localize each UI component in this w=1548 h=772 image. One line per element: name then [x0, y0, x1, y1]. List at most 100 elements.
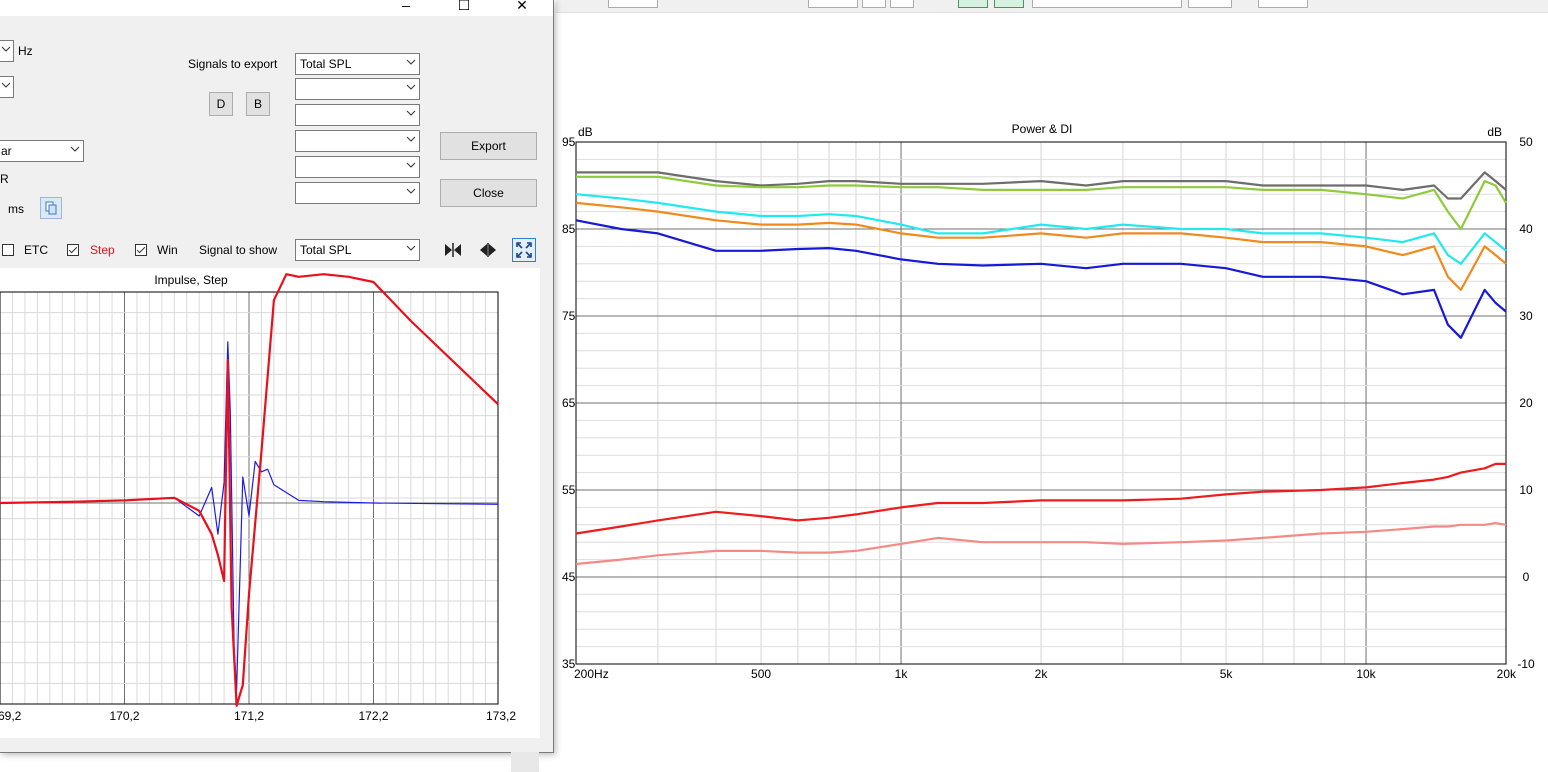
- scale-combo-value: ar: [1, 144, 12, 158]
- toolbar-button[interactable]: [862, 0, 886, 8]
- maximize-button[interactable]: ☐: [457, 0, 471, 13]
- close-button[interactable]: Close: [440, 179, 537, 207]
- chevron-down-icon: [406, 162, 416, 168]
- y-left-tick-label: 55: [562, 483, 576, 497]
- signals-to-export-label: Signals to export: [188, 57, 278, 71]
- x-tick-label: 20k: [1497, 667, 1517, 681]
- series-line: [575, 462, 1506, 535]
- chevron-down-icon: [406, 59, 416, 65]
- plot-frame: [0, 291, 499, 705]
- toolbar-button[interactable]: [808, 0, 858, 8]
- export-dialog: – ☐ ✕ Hz Signals to export Total SPL D B…: [0, 0, 554, 753]
- export-signal-combo-4[interactable]: [295, 130, 420, 152]
- frequency-combo-partial[interactable]: [0, 40, 14, 62]
- step-label: Step: [90, 243, 115, 257]
- export-signal-value: Total SPL: [300, 57, 352, 71]
- toolbar-button[interactable]: [890, 0, 914, 8]
- signal-to-show-label: Signal to show: [199, 243, 278, 257]
- x-tick-label: 500: [751, 667, 771, 681]
- y-right-tick-label: 40: [1519, 222, 1533, 236]
- unnamed-checkbox[interactable]: [2, 244, 14, 256]
- y-right-tick-label: 50: [1519, 135, 1533, 149]
- r-label: R: [0, 172, 9, 186]
- series-line: [0, 273, 499, 707]
- minimize-button[interactable]: –: [402, 0, 410, 13]
- impulse-curves: [0, 273, 499, 707]
- ms-label: ms: [8, 202, 24, 216]
- chevron-down-icon: [406, 188, 416, 194]
- x-tick-label: 172,2: [358, 709, 388, 723]
- scrollbar[interactable]: [511, 752, 539, 772]
- series-line: [575, 193, 1507, 265]
- chevron-down-icon: [406, 245, 416, 251]
- etc-label: ETC: [24, 243, 48, 257]
- close-window-button[interactable]: ✕: [516, 0, 528, 13]
- dialog-titlebar: – ☐ ✕: [0, 0, 553, 16]
- series-line: [576, 171, 1507, 200]
- right-unit-label: dB: [1487, 125, 1502, 139]
- toolbar-combo[interactable]: [1032, 0, 1182, 8]
- power-di-curves: [575, 171, 1507, 566]
- impulse-gridlines: [0, 291, 499, 705]
- y-right-tick-label: -10: [1517, 657, 1535, 671]
- signal-to-show-value: Total SPL: [300, 243, 352, 257]
- step-checkbox[interactable]: [67, 244, 79, 256]
- x-tick-label: 170,2: [109, 709, 139, 723]
- x-tick-label: 1k: [895, 667, 909, 681]
- chevron-down-icon: [70, 146, 80, 152]
- y-left-tick-label: 65: [562, 396, 576, 410]
- toolbar-field[interactable]: [1188, 0, 1232, 8]
- power-di-chart[interactable]: 95 85 75 65 55 45 35 50 40 30 20 10 0 -10 200Hz 500 1k 2k…: [556, 12, 1548, 712]
- left-unit-label: dB: [578, 125, 593, 139]
- power-di-gridlines: [575, 141, 1507, 665]
- y-left-tick-label: 75: [562, 309, 576, 323]
- x-tick-label: 2k: [1035, 667, 1049, 681]
- copy-icon[interactable]: [40, 197, 62, 219]
- toolbar-toggle-button[interactable]: [994, 0, 1024, 8]
- y-right-tick-label: 20: [1519, 396, 1533, 410]
- export-button[interactable]: Export: [440, 132, 537, 160]
- win-checkbox[interactable]: [135, 244, 147, 256]
- win-label: Win: [157, 243, 178, 257]
- signal-to-show-combo[interactable]: Total SPL: [295, 239, 420, 261]
- x-tick-label: 173,2: [486, 709, 516, 723]
- main-toolbar: [556, 0, 1548, 13]
- zoom-in-horizontal-icon[interactable]: [442, 239, 464, 261]
- impulse-step-chart[interactable]: Impulse, Step 69,2 170,2 171,2 172,2 173,2: [0, 268, 540, 738]
- series-line: [575, 219, 1507, 339]
- export-signal-combo-6[interactable]: [295, 182, 420, 204]
- y-right-tick-label: 10: [1519, 483, 1533, 497]
- d-button[interactable]: D: [209, 92, 233, 116]
- zoom-out-horizontal-icon[interactable]: [477, 239, 499, 261]
- hz-label: Hz: [18, 44, 33, 58]
- export-signal-combo-2[interactable]: [295, 78, 420, 100]
- y-left-tick-label: 35: [562, 657, 576, 671]
- toolbar-button[interactable]: [608, 0, 658, 8]
- x-tick-label: 200Hz: [574, 667, 609, 681]
- export-signal-combo-1[interactable]: Total SPL: [295, 53, 420, 75]
- plot-frame: [575, 141, 1507, 665]
- series-line: [575, 201, 1507, 291]
- x-tick-label: 69,2: [0, 709, 22, 723]
- y-left-tick-label: 85: [562, 222, 576, 236]
- x-tick-label: 5k: [1220, 667, 1234, 681]
- series-line: [576, 175, 1507, 231]
- y-right-tick-label: 0: [1523, 570, 1530, 584]
- chevron-down-icon: [406, 136, 416, 142]
- export-signal-combo-5[interactable]: [295, 156, 420, 178]
- export-signal-combo-3[interactable]: [295, 104, 420, 126]
- x-tick-label: 10k: [1356, 667, 1376, 681]
- power-di-tick-labels: 95 85 75 65 55 45 35 50 40 30 20 10 0 -10 200Hz 500 1k 2k…: [562, 135, 1535, 681]
- fit-to-window-icon[interactable]: [512, 238, 536, 262]
- chevron-down-icon: [406, 110, 416, 116]
- combo-partial[interactable]: [0, 76, 14, 98]
- x-tick-label: 171,2: [234, 709, 264, 723]
- power-di-title: Power & DI: [1012, 122, 1073, 136]
- chevron-down-icon: [1, 82, 11, 88]
- y-right-tick-label: 30: [1519, 309, 1533, 323]
- toolbar-toggle-button[interactable]: [958, 0, 988, 8]
- scale-combo-partial[interactable]: ar: [0, 140, 84, 162]
- impulse-tick-labels: 69,2 170,2 171,2 172,2 173,2: [0, 709, 516, 723]
- toolbar-field[interactable]: [1258, 0, 1308, 8]
- b-button[interactable]: B: [246, 92, 270, 116]
